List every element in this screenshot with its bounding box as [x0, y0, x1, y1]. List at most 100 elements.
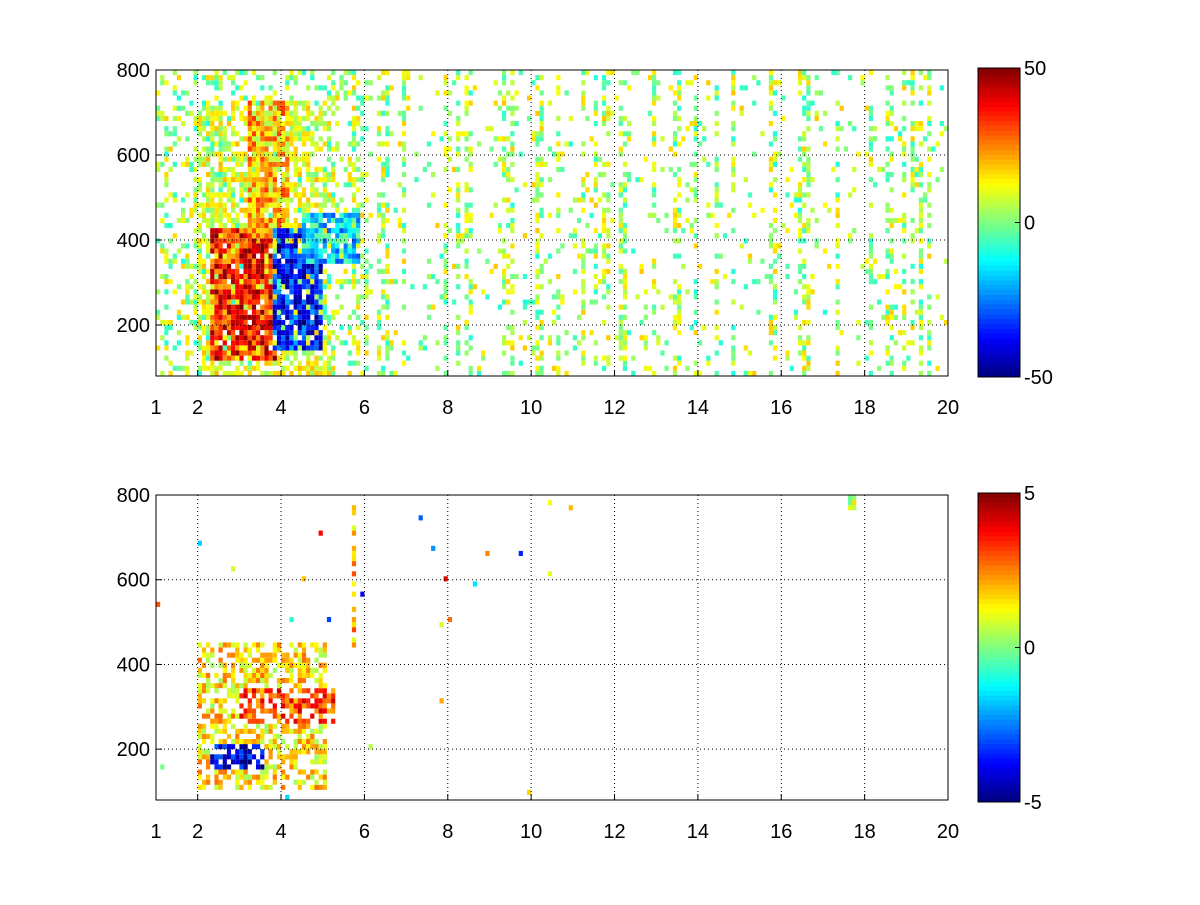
heatmap-cell [235, 228, 240, 234]
heatmap-cell [235, 268, 240, 274]
heatmap-cell [281, 340, 286, 346]
heatmap-cell [468, 233, 473, 239]
heatmap-cell [768, 238, 773, 244]
heatmap-cell [214, 177, 219, 183]
heatmap-cell [206, 217, 211, 223]
heatmap-cell [176, 136, 181, 142]
heatmap-cell [368, 263, 373, 269]
colorbar-swatch [978, 700, 1020, 706]
heatmap-cell [322, 345, 327, 351]
heatmap-cell [789, 365, 794, 371]
heatmap-cell [668, 166, 673, 172]
heatmap-cell [164, 151, 169, 157]
heatmap-cell [285, 217, 290, 223]
heatmap-cell [306, 131, 311, 137]
heatmap-cell [318, 744, 323, 750]
heatmap-cell [201, 688, 207, 694]
colorbar-swatch [978, 695, 1020, 702]
heatmap-cell [201, 146, 207, 152]
heatmap-cell [243, 314, 248, 320]
heatmap-cell [902, 330, 907, 336]
heatmap-cell [835, 253, 840, 259]
heatmap-cell [593, 182, 598, 188]
heatmap-cell [235, 258, 240, 264]
heatmap-cell [251, 177, 257, 183]
heatmap-cell [306, 243, 311, 249]
heatmap-cell [318, 192, 323, 198]
heatmap-cell [314, 744, 319, 750]
heatmap-cell [406, 95, 411, 101]
heatmap-cell [239, 284, 244, 290]
heatmap-cell [276, 263, 282, 269]
heatmap-cell [218, 121, 223, 127]
heatmap-cell [289, 703, 294, 709]
heatmap-cell [314, 667, 319, 673]
heatmap-cell [535, 228, 540, 234]
colorbar-swatch [978, 251, 1020, 257]
heatmap-cell [301, 744, 307, 750]
heatmap-cell [593, 151, 598, 157]
heatmap-cell [331, 243, 336, 249]
colorbar-swatch [978, 710, 1020, 716]
heatmap-cell [285, 110, 290, 116]
heatmap-cell [652, 121, 657, 127]
heatmap-cell [397, 182, 402, 188]
heatmap-cell [214, 370, 219, 376]
heatmap-cell [201, 263, 207, 269]
heatmap-cell [714, 325, 719, 331]
heatmap-cell [693, 187, 698, 193]
heatmap-cell [368, 744, 373, 750]
heatmap-cell [176, 105, 181, 111]
heatmap-cell [281, 754, 286, 760]
heatmap-cell [239, 769, 244, 775]
heatmap-cell [768, 161, 773, 167]
heatmap-cell [918, 335, 923, 341]
heatmap-cell [547, 253, 552, 259]
heatmap-cell [331, 355, 336, 361]
heatmap-cell [251, 274, 257, 280]
heatmap-cell [618, 207, 623, 213]
heatmap-cell [297, 683, 302, 689]
heatmap-cell [285, 330, 290, 336]
heatmap-cell [318, 647, 323, 653]
heatmap-cell [835, 345, 840, 351]
heatmap-cell [502, 335, 507, 341]
heatmap-cell [235, 739, 240, 745]
heatmap-cell [251, 202, 257, 208]
heatmap-cell [356, 156, 361, 162]
heatmap-cell [256, 202, 261, 208]
heatmap-cell [602, 217, 607, 223]
heatmap-cell [210, 340, 215, 346]
heatmap-cell [243, 749, 248, 755]
heatmap-cell [356, 207, 361, 213]
heatmap-cell [181, 197, 186, 203]
heatmap-cell [581, 238, 586, 244]
heatmap-cell [639, 335, 644, 341]
heatmap-cell [197, 754, 202, 760]
heatmap-cell [731, 70, 736, 76]
heatmap-cell [231, 115, 236, 121]
heatmap-cell [272, 223, 277, 229]
heatmap-cell [506, 325, 511, 331]
heatmap-cell [256, 335, 261, 341]
heatmap-cell [339, 197, 344, 203]
heatmap-cell [768, 314, 773, 320]
heatmap-cell [268, 212, 273, 218]
heatmap-cell [706, 95, 711, 101]
heatmap-cell [322, 647, 327, 653]
heatmap-cell [310, 360, 315, 366]
heatmap-cell [456, 75, 461, 81]
heatmap-cell [289, 100, 294, 106]
heatmap-cell [627, 121, 632, 127]
heatmap-cell [318, 672, 323, 678]
heatmap-cell [927, 75, 932, 81]
heatmap-cell [231, 223, 236, 229]
heatmap-cell [772, 289, 778, 295]
heatmap-cell [602, 319, 607, 325]
heatmap-cell [914, 172, 919, 178]
heatmap-cell [281, 248, 286, 254]
heatmap-cell [802, 228, 807, 234]
heatmap-cell [222, 279, 227, 285]
heatmap-cell [889, 258, 894, 264]
heatmap-cell [902, 268, 907, 274]
